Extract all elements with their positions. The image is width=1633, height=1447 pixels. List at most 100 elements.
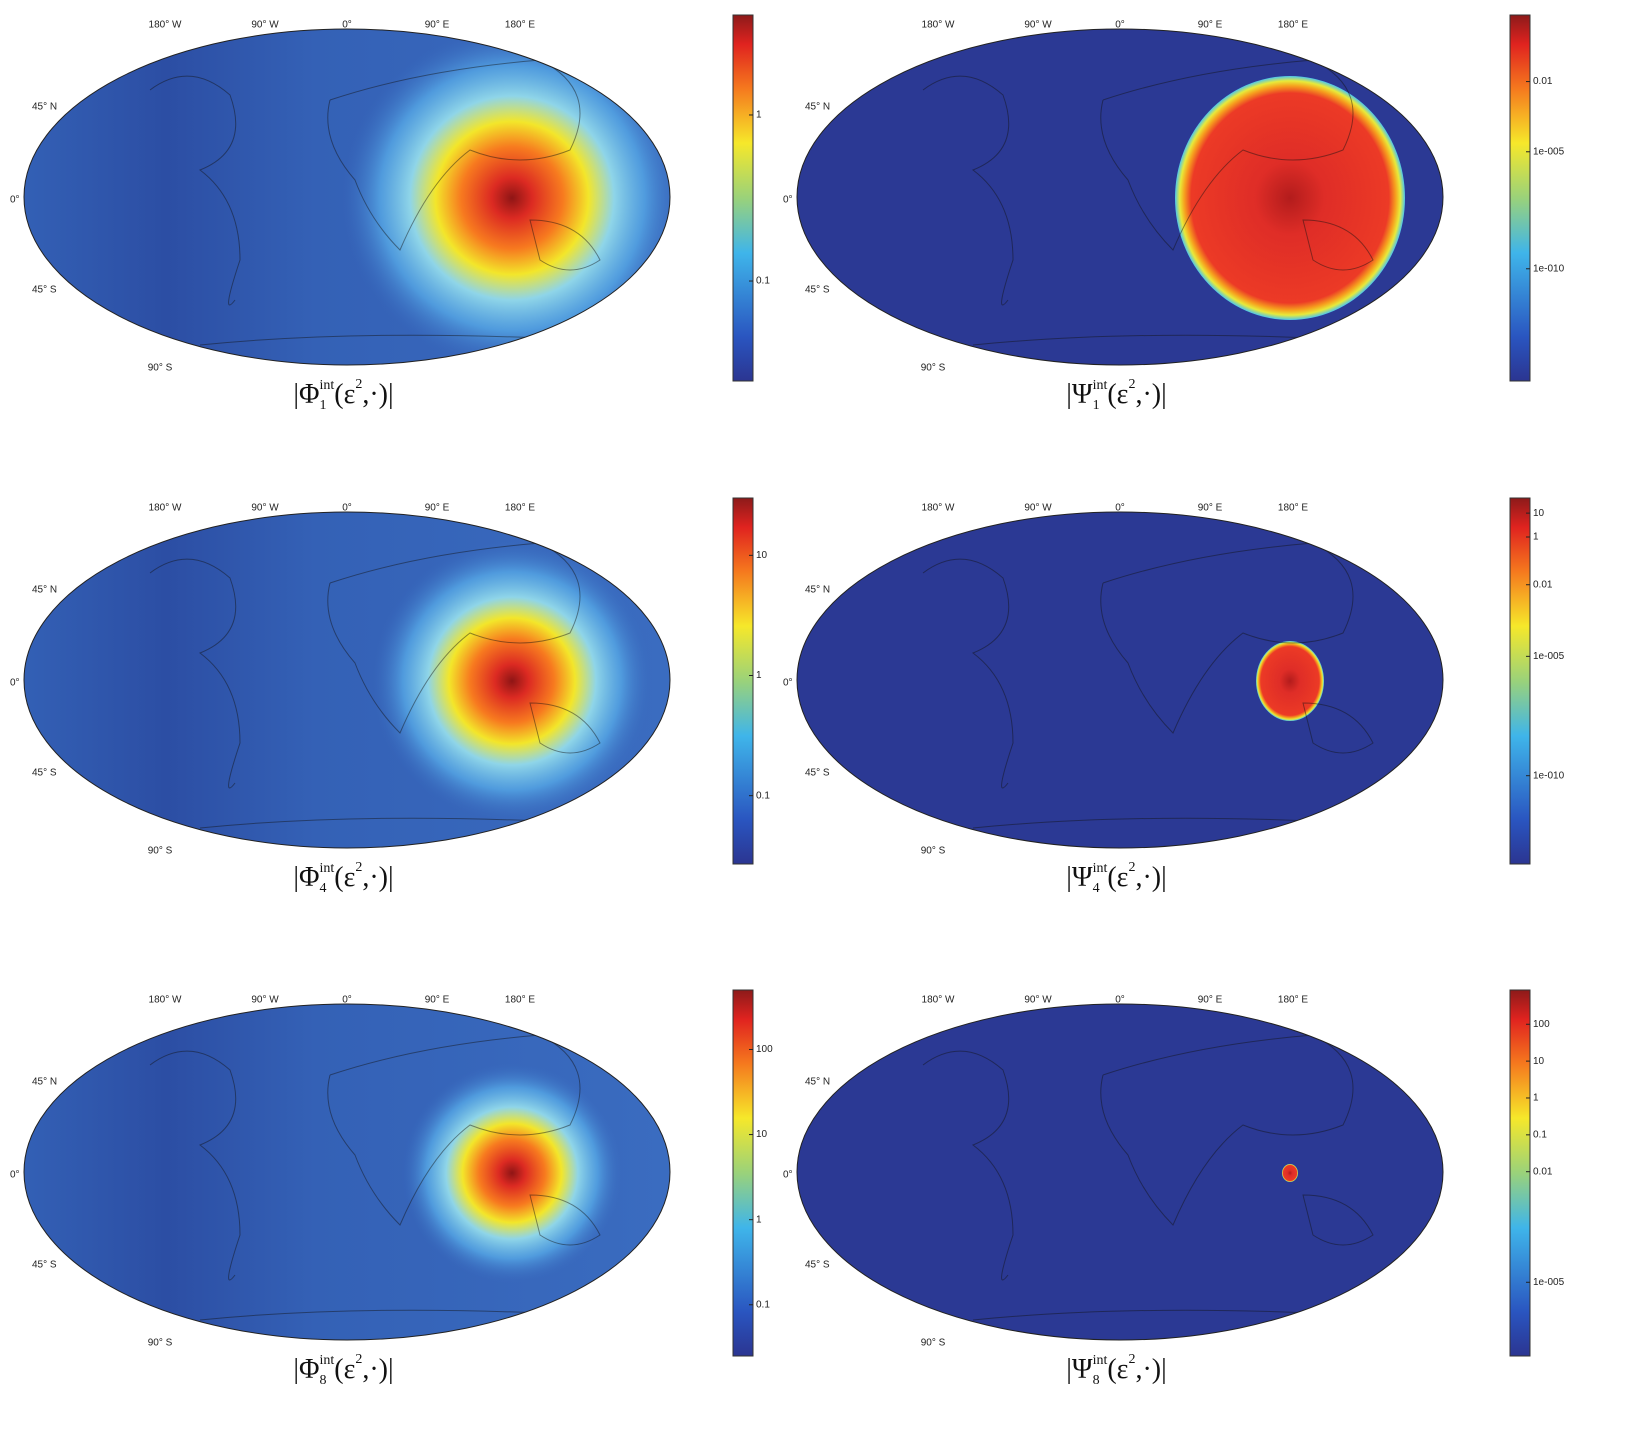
caption-args: (ε bbox=[1107, 862, 1128, 893]
lat-label: 90° S bbox=[148, 1338, 173, 1349]
lat-label: 45° S bbox=[805, 768, 830, 779]
lat-label: 90° S bbox=[921, 1338, 946, 1349]
lat-label: 45° N bbox=[32, 585, 57, 596]
lon-label: 180° E bbox=[1278, 503, 1308, 514]
caption-close: ,·)| bbox=[1135, 862, 1166, 893]
lon-label: 180° E bbox=[1278, 995, 1308, 1006]
coastline bbox=[149, 59, 601, 346]
caption-open: |Φ bbox=[293, 1354, 319, 1385]
lon-label: 90° W bbox=[251, 995, 279, 1006]
caption-sub: 1 bbox=[319, 398, 326, 413]
map bbox=[797, 512, 1443, 848]
lon-label: 90° E bbox=[425, 503, 450, 514]
map-outline bbox=[796, 511, 1444, 849]
lat-label: 45° N bbox=[805, 585, 830, 596]
panel: 180° W 90° W 0° 90° E 180° E 45° N 0° 45° S 90° … bbox=[783, 989, 1565, 1388]
colorbar-tick-label: 10 bbox=[1533, 508, 1545, 519]
caption-args-sup: 2 bbox=[1128, 377, 1135, 392]
lon-label: 0° bbox=[1115, 503, 1125, 514]
map bbox=[24, 1004, 670, 1340]
map bbox=[797, 29, 1443, 365]
lon-label: 180° E bbox=[505, 503, 535, 514]
lon-label: 0° bbox=[342, 503, 352, 514]
caption: |Ψ1 int(ε2,·)| bbox=[1066, 377, 1166, 413]
lon-label: 90° E bbox=[425, 995, 450, 1006]
caption-args: (ε bbox=[334, 1354, 355, 1385]
colorbar-tick-label: 1e-010 bbox=[1533, 770, 1565, 781]
caption: |Φ4 int(ε2,·)| bbox=[293, 860, 393, 896]
caption-sub: 8 bbox=[1093, 1373, 1100, 1388]
caption-sub: 8 bbox=[319, 1373, 326, 1388]
colorbar-tick-label: 100 bbox=[756, 1044, 773, 1055]
map-outline bbox=[23, 511, 671, 849]
caption-sup: int bbox=[1093, 378, 1108, 393]
lon-label: 180° W bbox=[149, 995, 182, 1006]
lat-label: 45° S bbox=[32, 285, 57, 296]
lon-label: 180° E bbox=[1278, 20, 1308, 31]
lat-label: 45° N bbox=[32, 102, 57, 113]
caption-args: (ε bbox=[334, 379, 355, 410]
colorbar bbox=[1509, 989, 1531, 1357]
colorbar-tick-label: 100 bbox=[1533, 1019, 1550, 1030]
lon-label: 180° E bbox=[505, 20, 535, 31]
colorbar-tick-label: 0.1 bbox=[756, 1299, 770, 1310]
caption-open: |Ψ bbox=[1066, 1354, 1093, 1385]
lat-label: 90° S bbox=[148, 846, 173, 857]
colorbar-tick-label: 1 bbox=[756, 1214, 762, 1225]
field-disk bbox=[1256, 641, 1324, 721]
lon-label: 90° W bbox=[251, 20, 279, 31]
coastline bbox=[922, 59, 1374, 346]
caption: |Ψ8 int(ε2,·)| bbox=[1066, 1352, 1166, 1388]
lon-label: 180° W bbox=[922, 503, 955, 514]
colorbar-tick-label: 0.1 bbox=[756, 790, 770, 801]
lon-label: 90° W bbox=[1024, 20, 1052, 31]
caption-sup: int bbox=[319, 378, 334, 393]
lon-label: 90° E bbox=[1198, 995, 1223, 1006]
lon-label: 180° W bbox=[149, 20, 182, 31]
colorbar-tick-label: 1e-005 bbox=[1533, 651, 1565, 662]
caption-close: ,·)| bbox=[362, 862, 393, 893]
caption-sup: int bbox=[319, 1353, 334, 1368]
lat-label: 0° bbox=[10, 195, 20, 206]
caption-args-sup: 2 bbox=[355, 377, 362, 392]
colorbar-tick-label: 0.01 bbox=[1533, 76, 1553, 87]
lat-label: 45° N bbox=[805, 102, 830, 113]
lon-label: 0° bbox=[342, 995, 352, 1006]
caption: |Φ8 int(ε2,·)| bbox=[293, 1352, 393, 1388]
coastline bbox=[922, 1034, 1374, 1321]
colorbar-tick-label: 1 bbox=[1533, 532, 1539, 543]
lon-label: 90° W bbox=[1024, 503, 1052, 514]
caption-sub: 4 bbox=[319, 881, 326, 896]
lon-label: 90° E bbox=[1198, 503, 1223, 514]
colorbar-tick-label: 10 bbox=[756, 1129, 768, 1140]
coastline bbox=[149, 542, 601, 829]
caption-close: ,·)| bbox=[362, 1354, 393, 1385]
colorbar-tick-label: 1e-005 bbox=[1533, 1277, 1565, 1288]
caption: |Ψ4 int(ε2,·)| bbox=[1066, 860, 1166, 896]
map-outline bbox=[796, 28, 1444, 366]
lon-label: 0° bbox=[342, 20, 352, 31]
lat-label: 0° bbox=[783, 678, 793, 689]
caption-args: (ε bbox=[334, 862, 355, 893]
colorbar-tick-label: 1 bbox=[756, 110, 762, 121]
panel: 180° W 90° W 0° 90° E 180° E 45° N 0° 45° S 90° … bbox=[10, 989, 773, 1388]
caption-sup: int bbox=[319, 861, 334, 876]
caption-close: ,·)| bbox=[362, 379, 393, 410]
caption-open: |Φ bbox=[293, 379, 319, 410]
lat-label: 45° S bbox=[32, 1260, 57, 1271]
colorbar bbox=[1509, 14, 1531, 382]
lon-label: 180° W bbox=[922, 20, 955, 31]
field-blob bbox=[402, 1063, 622, 1283]
colorbar-tick-label: 10 bbox=[1533, 1056, 1545, 1067]
lat-label: 90° S bbox=[148, 363, 173, 374]
lat-label: 45° N bbox=[805, 1077, 830, 1088]
panel: 180° W 90° W 0° 90° E 180° E 45° N 0° 45° S 90° … bbox=[783, 14, 1565, 413]
colorbar bbox=[732, 14, 754, 382]
caption-args: (ε bbox=[1107, 379, 1128, 410]
colorbar bbox=[732, 989, 754, 1357]
map-background bbox=[797, 1004, 1443, 1340]
caption-args-sup: 2 bbox=[1128, 860, 1135, 875]
lon-label: 180° W bbox=[922, 995, 955, 1006]
lat-label: 0° bbox=[10, 678, 20, 689]
